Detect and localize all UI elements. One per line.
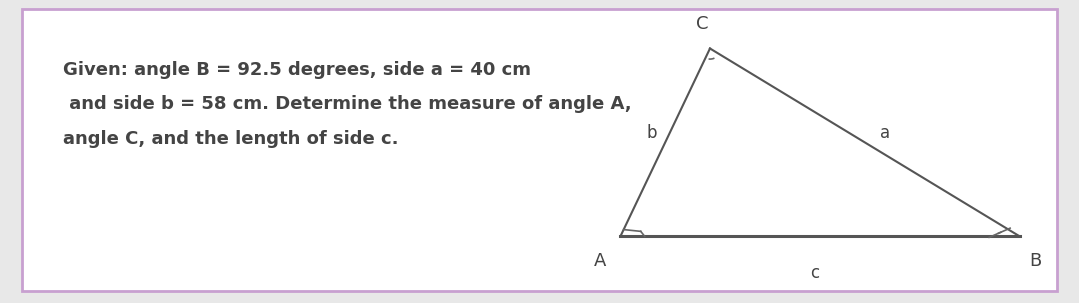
Text: b: b: [646, 124, 657, 142]
Text: A: A: [593, 251, 606, 270]
Text: c: c: [810, 264, 819, 282]
Text: a: a: [879, 124, 890, 142]
Text: Given: angle B = 92.5 degrees, side a = 40 cm: Given: angle B = 92.5 degrees, side a = …: [63, 61, 531, 78]
Text: angle C, and the length of side c.: angle C, and the length of side c.: [63, 130, 398, 148]
Text: and side b = 58 cm. Determine the measure of angle A,: and side b = 58 cm. Determine the measur…: [63, 95, 631, 113]
Text: B: B: [1029, 251, 1042, 270]
Text: C: C: [696, 15, 709, 33]
